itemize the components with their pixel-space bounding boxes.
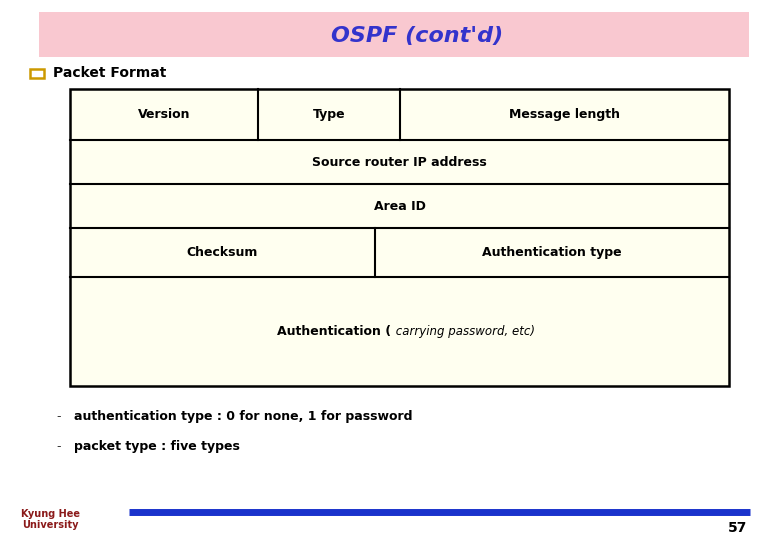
Text: -: -: [56, 440, 61, 453]
Text: carrying password, etc): carrying password, etc): [392, 325, 534, 338]
FancyBboxPatch shape: [70, 89, 729, 386]
Text: Type: Type: [313, 108, 346, 121]
Text: Checksum: Checksum: [186, 246, 258, 259]
Text: Kyung Hee
University: Kyung Hee University: [21, 509, 80, 530]
Text: packet type : five types: packet type : five types: [74, 440, 240, 453]
Text: Authentication (: Authentication (: [278, 325, 392, 338]
Text: Source router IP address: Source router IP address: [312, 156, 488, 168]
FancyBboxPatch shape: [39, 12, 749, 57]
Text: Packet Format: Packet Format: [53, 66, 166, 80]
Text: Authentication type: Authentication type: [482, 246, 622, 259]
Text: OSPF (cont'd): OSPF (cont'd): [332, 25, 503, 46]
Text: Version: Version: [138, 108, 190, 121]
Text: Area ID: Area ID: [374, 200, 426, 213]
Bar: [30, 69, 44, 78]
Text: Message length: Message length: [509, 108, 620, 121]
Text: 57: 57: [728, 521, 747, 535]
Text: -: -: [56, 410, 61, 423]
Text: authentication type : 0 for none, 1 for password: authentication type : 0 for none, 1 for …: [74, 410, 413, 423]
